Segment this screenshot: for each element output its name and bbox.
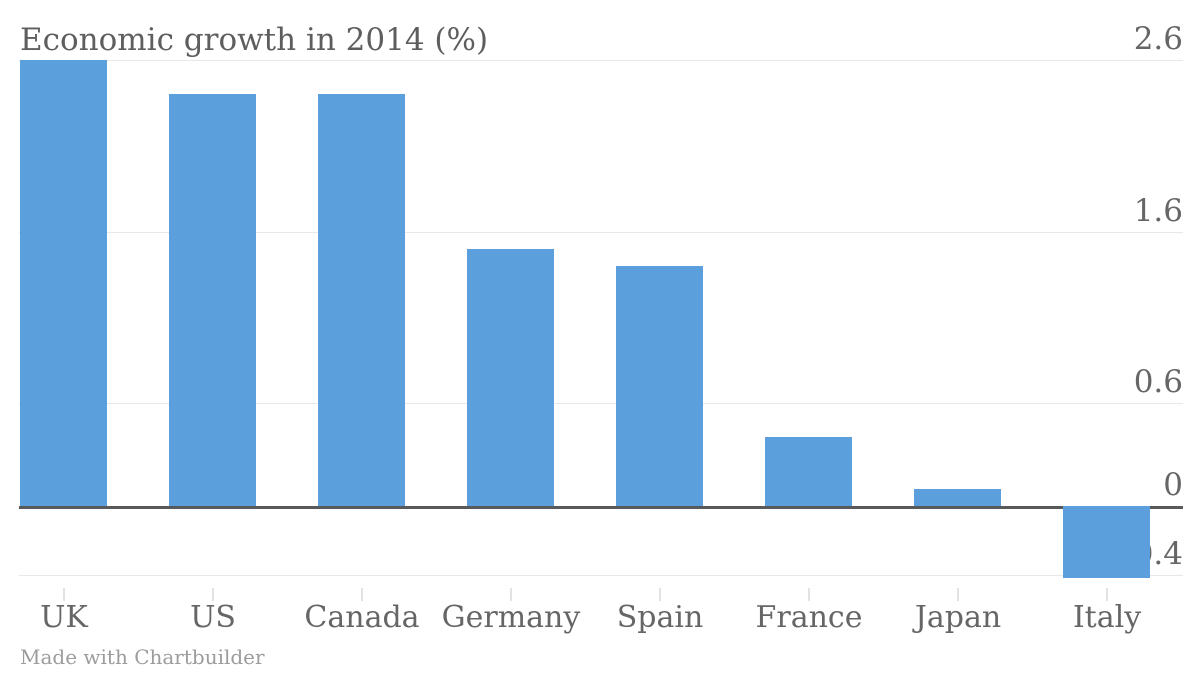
chart-title: Economic growth in 2014 (%) [20,22,489,58]
bar-italy [1063,506,1150,578]
bar-france [765,437,852,506]
x-tick-label: France [755,600,863,635]
chartbuilder-credit: Made with Chartbuilder [20,645,265,669]
gridline [19,60,1183,61]
x-tick-mark [361,588,363,601]
x-tick-mark [957,588,959,601]
gridline [19,232,1183,233]
bar-germany [467,249,554,506]
zero-baseline [19,506,1183,509]
y-tick-label: 1.6 [1133,193,1183,229]
y-tick-label: 2.6 [1133,21,1183,57]
bar-spain [616,266,703,506]
x-tick-mark [808,588,810,601]
x-tick-label: US [190,600,236,635]
bar-uk [20,60,107,506]
x-tick-mark [212,588,214,601]
y-tick-label: 0 [1163,467,1183,503]
x-tick-mark [1106,588,1108,601]
bar-us [169,94,256,506]
gridline [19,575,1183,576]
x-tick-label: Spain [616,600,704,635]
x-tick-label: Canada [304,600,420,635]
x-tick-mark [659,588,661,601]
x-tick-label: UK [40,600,88,635]
x-tick-label: Japan [914,600,1002,635]
bar-japan [914,489,1001,506]
bar-canada [318,94,405,506]
y-tick-label: 0.6 [1133,364,1183,400]
x-tick-mark [63,588,65,601]
gridline [19,403,1183,404]
x-tick-label: Germany [441,600,581,635]
x-tick-label: Italy [1072,600,1142,635]
x-tick-mark [510,588,512,601]
